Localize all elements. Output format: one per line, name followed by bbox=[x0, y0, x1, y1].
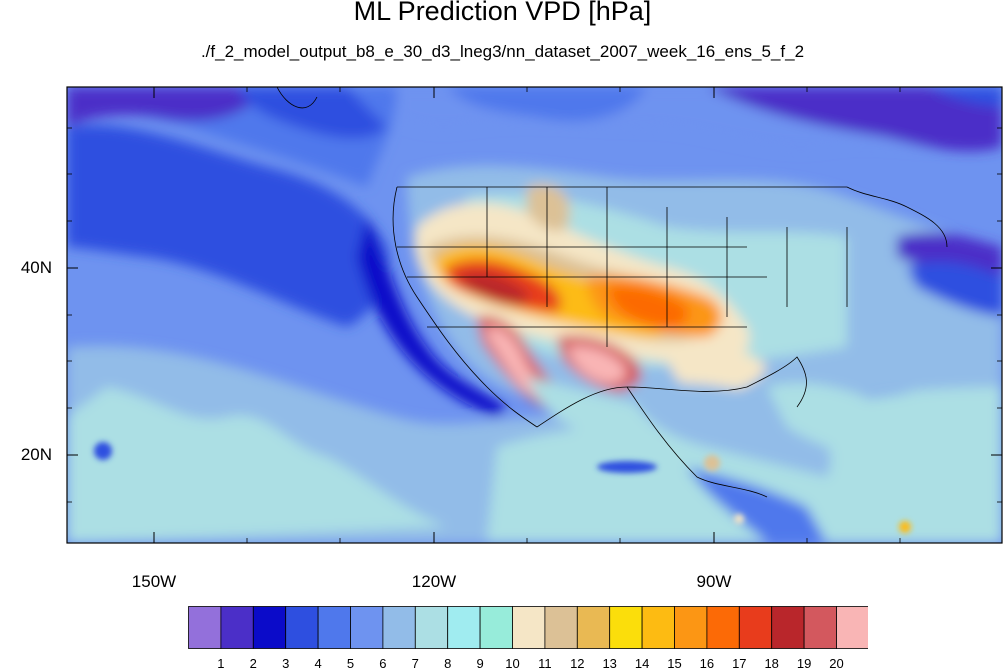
colorbar-label: 8 bbox=[444, 656, 452, 671]
lat-label-40n: 40N bbox=[20, 258, 52, 277]
colorbar-box bbox=[447, 606, 481, 649]
colorbar-label: 20 bbox=[829, 656, 844, 671]
colorbar-label: 19 bbox=[796, 656, 812, 671]
colorbar-label: 6 bbox=[379, 656, 387, 671]
colorbar-label: 16 bbox=[699, 656, 715, 671]
colorbar-label: 13 bbox=[602, 656, 617, 671]
minor-ticks bbox=[67, 87, 1002, 543]
colorbar-box bbox=[706, 606, 740, 649]
colorbar-label: 12 bbox=[570, 656, 585, 671]
colorbar-label: 4 bbox=[314, 656, 322, 671]
colorbar-box bbox=[738, 606, 773, 649]
colorbar-box bbox=[771, 606, 805, 649]
lat-label-20n: 20N bbox=[20, 445, 52, 464]
vpd-field bbox=[67, 87, 1002, 543]
colorbar-box bbox=[609, 606, 643, 649]
colorbar-label: 1 bbox=[217, 656, 225, 671]
map-title: ML Prediction VPD [hPa] bbox=[353, 0, 652, 26]
lon-label-150w: 150W bbox=[131, 572, 177, 591]
colorbar-box bbox=[836, 606, 868, 649]
tick-marks bbox=[67, 87, 1002, 543]
vpd-map bbox=[67, 87, 1002, 543]
colorbar-box bbox=[350, 606, 384, 649]
colorbar-box bbox=[220, 606, 254, 649]
colorbar-box bbox=[512, 606, 546, 649]
colorbar-label: 3 bbox=[282, 656, 290, 671]
colorbar-box bbox=[285, 606, 319, 649]
field-smooth bbox=[67, 87, 1002, 543]
colorbar-label: 11 bbox=[538, 656, 552, 671]
colorbar-label: 14 bbox=[634, 656, 650, 671]
colorbar-box bbox=[674, 606, 708, 649]
lon-label-120w: 120W bbox=[411, 572, 457, 591]
colorbar-label: 15 bbox=[667, 656, 682, 671]
colorbar-box bbox=[576, 606, 611, 649]
colorbar-box bbox=[479, 606, 513, 649]
colorbar-label: 17 bbox=[732, 656, 747, 671]
colorbar-box bbox=[317, 606, 351, 649]
colorbar-label: 7 bbox=[411, 656, 419, 671]
colorbar-box bbox=[803, 606, 837, 649]
colorbar-label: 9 bbox=[476, 656, 484, 671]
colorbar-boxes bbox=[188, 606, 868, 649]
colorbar-label: 2 bbox=[249, 656, 257, 671]
colorbar-box bbox=[252, 606, 287, 649]
colorbar-box bbox=[544, 606, 578, 649]
colorbar-label: 10 bbox=[505, 656, 520, 671]
field-details bbox=[94, 442, 911, 533]
colorbar-label: 18 bbox=[764, 656, 779, 671]
colorbar-box bbox=[641, 606, 675, 649]
map-subtitle: ./f_2_model_output_b8_e_30_d3_lneg3/nn_d… bbox=[200, 42, 805, 61]
colorbar-box bbox=[382, 606, 416, 649]
colorbar-box bbox=[188, 606, 222, 649]
colorbar bbox=[188, 606, 868, 649]
colorbar-label: 5 bbox=[346, 656, 355, 671]
map-border bbox=[66, 86, 1003, 544]
colorbar-box bbox=[414, 606, 449, 649]
lon-label-90w: 90W bbox=[696, 572, 732, 591]
boundaries bbox=[276, 87, 948, 498]
